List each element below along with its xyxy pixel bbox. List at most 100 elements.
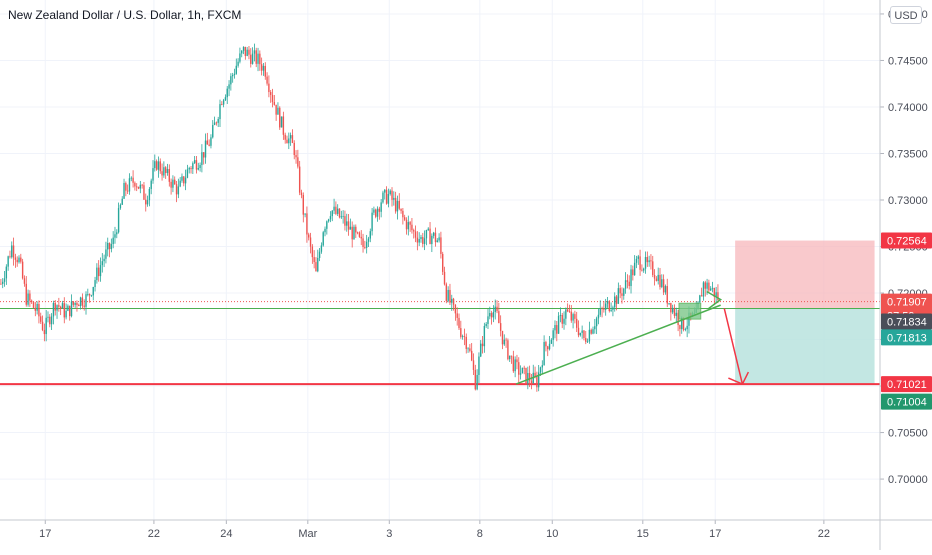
candle-body: [329, 216, 332, 220]
candle-body: [67, 305, 69, 311]
candle-body: [273, 102, 276, 105]
candle-body: [623, 288, 625, 296]
candle-body: [603, 309, 605, 310]
drawings[interactable]: [515, 290, 750, 386]
x-tick-label: 3: [386, 528, 392, 540]
candle-body: [442, 253, 444, 272]
candle-body: [668, 303, 670, 304]
candle-body: [438, 237, 440, 241]
candle-body: [324, 228, 326, 233]
candle-body: [590, 329, 592, 334]
candle-body: [362, 238, 364, 247]
candle-body: [394, 197, 397, 212]
candle-body: [650, 260, 652, 262]
candle-body: [552, 330, 554, 340]
candle-body: [315, 262, 317, 272]
price-label-box: [881, 376, 932, 393]
candle-body: [661, 279, 663, 288]
candle-body: [41, 321, 44, 330]
candle-body: [260, 64, 263, 71]
candle-body: [550, 339, 553, 344]
candle-body: [202, 152, 205, 158]
candle-body: [0, 283, 2, 285]
candle-body: [384, 189, 386, 193]
candle-body: [116, 232, 118, 235]
candle-body: [514, 359, 516, 372]
currency-badge[interactable]: USD: [890, 6, 922, 24]
candle-body: [633, 262, 636, 276]
candle-body: [375, 209, 377, 217]
candle-body: [221, 104, 223, 105]
candle-body: [311, 246, 314, 258]
candle-body: [159, 161, 161, 172]
candle-body: [246, 49, 248, 56]
candle-body: [61, 303, 64, 309]
candle-body: [231, 75, 234, 77]
candle-body: [193, 160, 196, 164]
candle-body: [317, 257, 319, 272]
candle-body: [262, 65, 265, 71]
candle-body: [563, 318, 565, 324]
candle-body: [652, 261, 654, 275]
candle-body: [309, 237, 312, 247]
candle-body: [353, 226, 355, 240]
candle-body: [431, 235, 433, 245]
candle-body: [136, 186, 138, 188]
candle-body: [583, 330, 585, 339]
candle-body: [586, 341, 589, 343]
candle-body: [43, 329, 46, 335]
candle-body: [302, 195, 304, 215]
candle-body: [445, 284, 448, 301]
candle-body: [519, 373, 522, 375]
candle-body: [293, 142, 295, 156]
candle-body: [183, 176, 185, 184]
candle-body: [224, 97, 227, 101]
candle-body: [487, 316, 489, 324]
candle-body: [411, 224, 413, 231]
candle-body: [11, 245, 13, 258]
candle-body: [242, 46, 245, 51]
candle-body: [119, 204, 122, 209]
candle-body: [594, 326, 596, 330]
candle-body: [117, 208, 120, 233]
candle-body: [619, 288, 621, 294]
x-tick-label: 22: [148, 528, 160, 540]
candle-body: [94, 280, 96, 288]
candle-body: [87, 294, 89, 295]
candle-body: [545, 342, 547, 347]
candle-body: [632, 269, 634, 276]
candle-body: [2, 281, 4, 284]
candle-body: [141, 184, 143, 186]
price-label-text: 0.72564: [887, 236, 927, 248]
price-labels: 0.725640.7190727:590.718340.718130.71021…: [881, 232, 932, 410]
candle-body: [186, 169, 189, 178]
candle-body: [241, 50, 243, 54]
candle-body: [204, 140, 207, 158]
candle-body: [505, 339, 507, 341]
candle-body: [709, 288, 712, 291]
candle-body: [512, 356, 515, 372]
candle-body: [539, 367, 542, 373]
candle-body: [47, 316, 49, 318]
candle-body: [298, 166, 301, 193]
candle-body: [418, 239, 420, 243]
candle-body: [496, 306, 498, 312]
candle-body: [81, 297, 84, 306]
candle-body: [454, 304, 457, 314]
candle-body: [286, 139, 288, 144]
horizontal-lines: [0, 301, 880, 386]
candle-body: [320, 245, 323, 252]
candle-body: [340, 216, 343, 218]
candle-body: [516, 359, 518, 363]
candle-body: [327, 219, 330, 222]
candle-body: [244, 46, 247, 56]
candle-body: [492, 311, 495, 318]
candle-body: [168, 169, 171, 182]
candle-body: [237, 61, 239, 66]
candle-body: [101, 261, 104, 266]
candle-body: [365, 241, 368, 248]
y-tick-label: 0.73500: [888, 148, 928, 160]
candle-body: [641, 269, 643, 271]
